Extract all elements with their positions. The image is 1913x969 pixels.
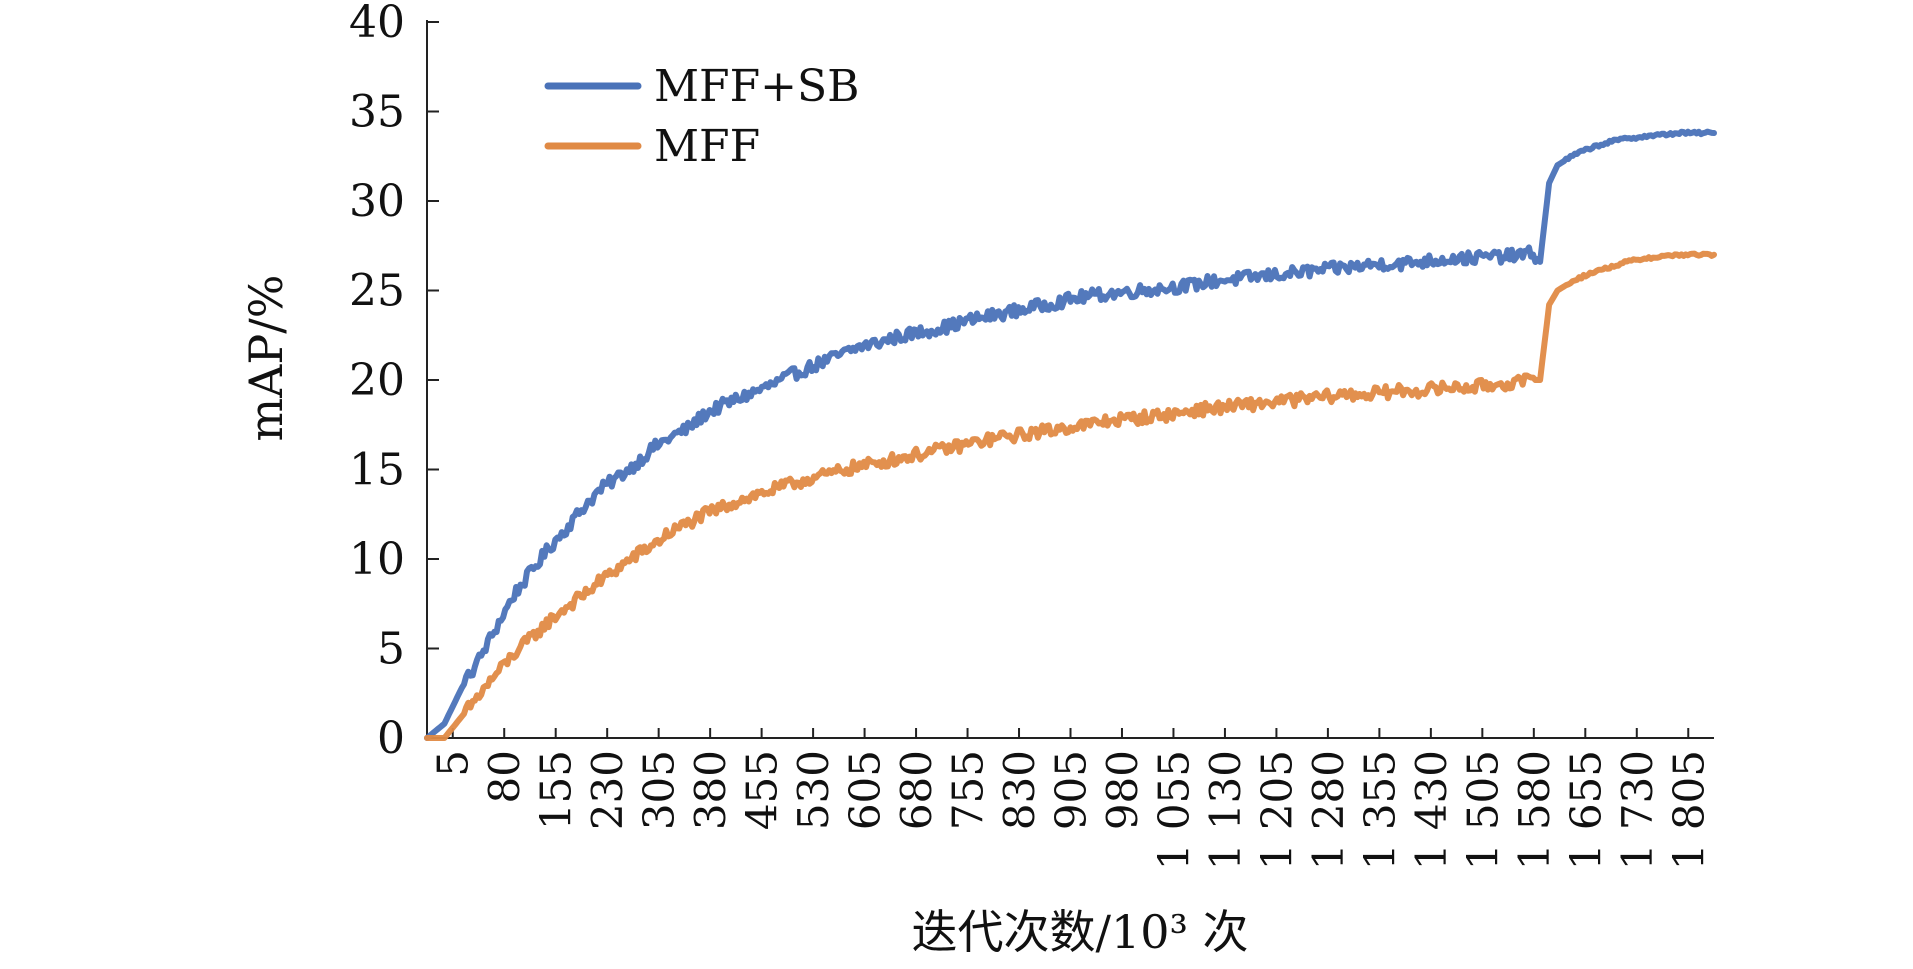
x-axis-label: 迭代次数/10³ 次 [911, 905, 1248, 959]
x-tick-label: 1 805 [1664, 750, 1713, 870]
y-tick-label: 0 [377, 713, 405, 764]
x-tick-label: 605 [841, 750, 890, 830]
x-tick-label: 680 [892, 750, 941, 830]
x-tick-label: 1 580 [1510, 750, 1559, 870]
x-tick-label: 455 [738, 750, 787, 830]
series-line-mff-sb [424, 128, 1717, 741]
y-tick-label: 35 [349, 87, 405, 138]
x-tick-label: 1 430 [1407, 750, 1456, 870]
series-line-mff [424, 250, 1717, 741]
y-tick-label: 15 [349, 445, 405, 496]
x-tick-label: 1 730 [1613, 750, 1662, 870]
x-tick-label: 80 [480, 750, 529, 803]
y-tick-label: 10 [349, 534, 405, 585]
x-tick-label: 1 505 [1458, 750, 1507, 870]
x-tick-label: 1 280 [1304, 750, 1353, 870]
y-axis-label: mAP/% [239, 275, 293, 442]
legend-label: MFF+SB [654, 61, 859, 112]
y-tick-label: 5 [377, 624, 405, 675]
x-tick-label: 1 130 [1201, 750, 1250, 870]
y-tick-label: 20 [349, 355, 405, 406]
x-tick-label: 830 [995, 750, 1044, 830]
legend: MFF+SB MFF [544, 61, 859, 172]
x-tick-label: 1 655 [1561, 750, 1610, 870]
x-tick-label: 305 [635, 750, 684, 830]
y-tick-label: 30 [349, 176, 405, 227]
x-tick-label: 230 [583, 750, 632, 830]
x-tick-label: 5 [429, 750, 478, 777]
x-tick-label: 905 [1047, 750, 1096, 830]
y-axis: 0 5 10 15 20 25 30 35 40 [349, 0, 439, 764]
x-tick-label: 155 [532, 750, 581, 830]
x-tick-label: 1 355 [1355, 750, 1404, 870]
x-tick-label: 980 [1098, 750, 1147, 830]
y-tick-label: 40 [349, 0, 405, 48]
y-tick-label: 25 [349, 266, 405, 317]
x-tick-label: 1 055 [1149, 750, 1198, 870]
x-tick-label: 1 205 [1252, 750, 1301, 870]
series-layer [424, 128, 1717, 741]
x-tick-label: 755 [944, 750, 993, 830]
x-tick-label: 380 [686, 750, 735, 830]
x-tick-label: 530 [789, 750, 838, 830]
legend-label: MFF [654, 121, 760, 172]
x-axis: 5 80 155 230 305 380 455 530 605 680 755 830 905 980 1… [427, 728, 1714, 870]
